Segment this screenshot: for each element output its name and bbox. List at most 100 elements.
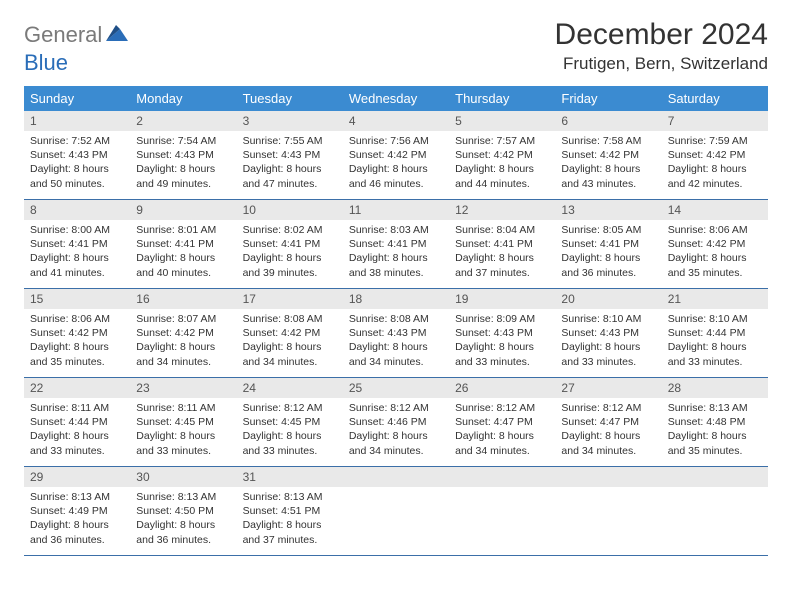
- day-number: [662, 467, 768, 487]
- weekday-monday: Monday: [130, 86, 236, 111]
- day-body: [449, 487, 555, 494]
- day-number: 18: [343, 289, 449, 309]
- day-number: 24: [237, 378, 343, 398]
- day-body: Sunrise: 7:52 AMSunset: 4:43 PMDaylight:…: [24, 131, 130, 195]
- day-body: Sunrise: 8:12 AMSunset: 4:47 PMDaylight:…: [555, 398, 661, 462]
- calendar-cell: 7Sunrise: 7:59 AMSunset: 4:42 PMDaylight…: [662, 111, 768, 200]
- day-number: 27: [555, 378, 661, 398]
- day-body: Sunrise: 8:11 AMSunset: 4:45 PMDaylight:…: [130, 398, 236, 462]
- day-body: Sunrise: 8:06 AMSunset: 4:42 PMDaylight:…: [662, 220, 768, 284]
- weekday-sunday: Sunday: [24, 86, 130, 111]
- day-body: Sunrise: 8:05 AMSunset: 4:41 PMDaylight:…: [555, 220, 661, 284]
- calendar-cell: 28Sunrise: 8:13 AMSunset: 4:48 PMDayligh…: [662, 378, 768, 467]
- calendar-cell: 29Sunrise: 8:13 AMSunset: 4:49 PMDayligh…: [24, 467, 130, 556]
- calendar-cell: 31Sunrise: 8:13 AMSunset: 4:51 PMDayligh…: [237, 467, 343, 556]
- calendar-cell: 12Sunrise: 8:04 AMSunset: 4:41 PMDayligh…: [449, 200, 555, 289]
- weekday-tuesday: Tuesday: [237, 86, 343, 111]
- day-body: Sunrise: 7:56 AMSunset: 4:42 PMDaylight:…: [343, 131, 449, 195]
- day-body: [662, 487, 768, 494]
- day-number: 16: [130, 289, 236, 309]
- day-number: 1: [24, 111, 130, 131]
- day-body: Sunrise: 7:54 AMSunset: 4:43 PMDaylight:…: [130, 131, 236, 195]
- calendar-body: 1Sunrise: 7:52 AMSunset: 4:43 PMDaylight…: [24, 111, 768, 556]
- calendar-table: Sunday Monday Tuesday Wednesday Thursday…: [24, 86, 768, 556]
- day-body: Sunrise: 8:01 AMSunset: 4:41 PMDaylight:…: [130, 220, 236, 284]
- day-body: Sunrise: 8:07 AMSunset: 4:42 PMDaylight:…: [130, 309, 236, 373]
- day-body: Sunrise: 7:57 AMSunset: 4:42 PMDaylight:…: [449, 131, 555, 195]
- calendar-cell: 21Sunrise: 8:10 AMSunset: 4:44 PMDayligh…: [662, 289, 768, 378]
- day-body: Sunrise: 8:11 AMSunset: 4:44 PMDaylight:…: [24, 398, 130, 462]
- calendar-cell: [662, 467, 768, 556]
- day-body: Sunrise: 8:13 AMSunset: 4:48 PMDaylight:…: [662, 398, 768, 462]
- title-block: December 2024 Frutigen, Bern, Switzerlan…: [555, 18, 768, 74]
- calendar-cell: 1Sunrise: 7:52 AMSunset: 4:43 PMDaylight…: [24, 111, 130, 200]
- calendar-cell: 13Sunrise: 8:05 AMSunset: 4:41 PMDayligh…: [555, 200, 661, 289]
- brand-part1: General: [24, 22, 102, 48]
- day-number: 19: [449, 289, 555, 309]
- day-body: Sunrise: 8:12 AMSunset: 4:46 PMDaylight:…: [343, 398, 449, 462]
- day-number: 6: [555, 111, 661, 131]
- brand-logo: General: [24, 22, 130, 48]
- calendar-row: 8Sunrise: 8:00 AMSunset: 4:41 PMDaylight…: [24, 200, 768, 289]
- day-number: 11: [343, 200, 449, 220]
- calendar-cell: 18Sunrise: 8:08 AMSunset: 4:43 PMDayligh…: [343, 289, 449, 378]
- day-number: 14: [662, 200, 768, 220]
- calendar-cell: 25Sunrise: 8:12 AMSunset: 4:46 PMDayligh…: [343, 378, 449, 467]
- calendar-cell: 23Sunrise: 8:11 AMSunset: 4:45 PMDayligh…: [130, 378, 236, 467]
- day-body: Sunrise: 8:00 AMSunset: 4:41 PMDaylight:…: [24, 220, 130, 284]
- brand-mark-icon: [106, 25, 128, 46]
- calendar-cell: 14Sunrise: 8:06 AMSunset: 4:42 PMDayligh…: [662, 200, 768, 289]
- day-number: 31: [237, 467, 343, 487]
- calendar-cell: 5Sunrise: 7:57 AMSunset: 4:42 PMDaylight…: [449, 111, 555, 200]
- weekday-wednesday: Wednesday: [343, 86, 449, 111]
- day-body: Sunrise: 8:13 AMSunset: 4:51 PMDaylight:…: [237, 487, 343, 551]
- calendar-cell: [555, 467, 661, 556]
- day-body: Sunrise: 8:12 AMSunset: 4:45 PMDaylight:…: [237, 398, 343, 462]
- calendar-row: 22Sunrise: 8:11 AMSunset: 4:44 PMDayligh…: [24, 378, 768, 467]
- day-number: 20: [555, 289, 661, 309]
- day-body: Sunrise: 7:55 AMSunset: 4:43 PMDaylight:…: [237, 131, 343, 195]
- calendar-cell: [449, 467, 555, 556]
- day-number: 23: [130, 378, 236, 398]
- calendar-cell: 16Sunrise: 8:07 AMSunset: 4:42 PMDayligh…: [130, 289, 236, 378]
- weekday-thursday: Thursday: [449, 86, 555, 111]
- day-number: [555, 467, 661, 487]
- calendar-row: 1Sunrise: 7:52 AMSunset: 4:43 PMDaylight…: [24, 111, 768, 200]
- calendar-cell: 15Sunrise: 8:06 AMSunset: 4:42 PMDayligh…: [24, 289, 130, 378]
- day-number: 30: [130, 467, 236, 487]
- day-body: Sunrise: 8:09 AMSunset: 4:43 PMDaylight:…: [449, 309, 555, 373]
- month-title: December 2024: [555, 18, 768, 52]
- day-number: 7: [662, 111, 768, 131]
- calendar-row: 15Sunrise: 8:06 AMSunset: 4:42 PMDayligh…: [24, 289, 768, 378]
- day-number: [449, 467, 555, 487]
- calendar-cell: 30Sunrise: 8:13 AMSunset: 4:50 PMDayligh…: [130, 467, 236, 556]
- day-number: 28: [662, 378, 768, 398]
- calendar-cell: 17Sunrise: 8:08 AMSunset: 4:42 PMDayligh…: [237, 289, 343, 378]
- day-number: 15: [24, 289, 130, 309]
- day-body: Sunrise: 8:08 AMSunset: 4:43 PMDaylight:…: [343, 309, 449, 373]
- calendar-cell: 6Sunrise: 7:58 AMSunset: 4:42 PMDaylight…: [555, 111, 661, 200]
- brand-part2: Blue: [24, 50, 68, 76]
- day-number: 17: [237, 289, 343, 309]
- day-body: Sunrise: 8:08 AMSunset: 4:42 PMDaylight:…: [237, 309, 343, 373]
- calendar-cell: 27Sunrise: 8:12 AMSunset: 4:47 PMDayligh…: [555, 378, 661, 467]
- day-number: 22: [24, 378, 130, 398]
- day-body: Sunrise: 8:02 AMSunset: 4:41 PMDaylight:…: [237, 220, 343, 284]
- day-body: Sunrise: 8:06 AMSunset: 4:42 PMDaylight:…: [24, 309, 130, 373]
- calendar-cell: 22Sunrise: 8:11 AMSunset: 4:44 PMDayligh…: [24, 378, 130, 467]
- day-body: Sunrise: 8:04 AMSunset: 4:41 PMDaylight:…: [449, 220, 555, 284]
- calendar-cell: [343, 467, 449, 556]
- calendar-cell: 26Sunrise: 8:12 AMSunset: 4:47 PMDayligh…: [449, 378, 555, 467]
- day-body: Sunrise: 8:10 AMSunset: 4:43 PMDaylight:…: [555, 309, 661, 373]
- day-body: Sunrise: 7:59 AMSunset: 4:42 PMDaylight:…: [662, 131, 768, 195]
- location-text: Frutigen, Bern, Switzerland: [555, 54, 768, 74]
- weekday-saturday: Saturday: [662, 86, 768, 111]
- day-number: [343, 467, 449, 487]
- day-number: 8: [24, 200, 130, 220]
- day-number: 5: [449, 111, 555, 131]
- day-number: 21: [662, 289, 768, 309]
- calendar-cell: 10Sunrise: 8:02 AMSunset: 4:41 PMDayligh…: [237, 200, 343, 289]
- day-body: Sunrise: 8:12 AMSunset: 4:47 PMDaylight:…: [449, 398, 555, 462]
- day-number: 12: [449, 200, 555, 220]
- calendar-cell: 8Sunrise: 8:00 AMSunset: 4:41 PMDaylight…: [24, 200, 130, 289]
